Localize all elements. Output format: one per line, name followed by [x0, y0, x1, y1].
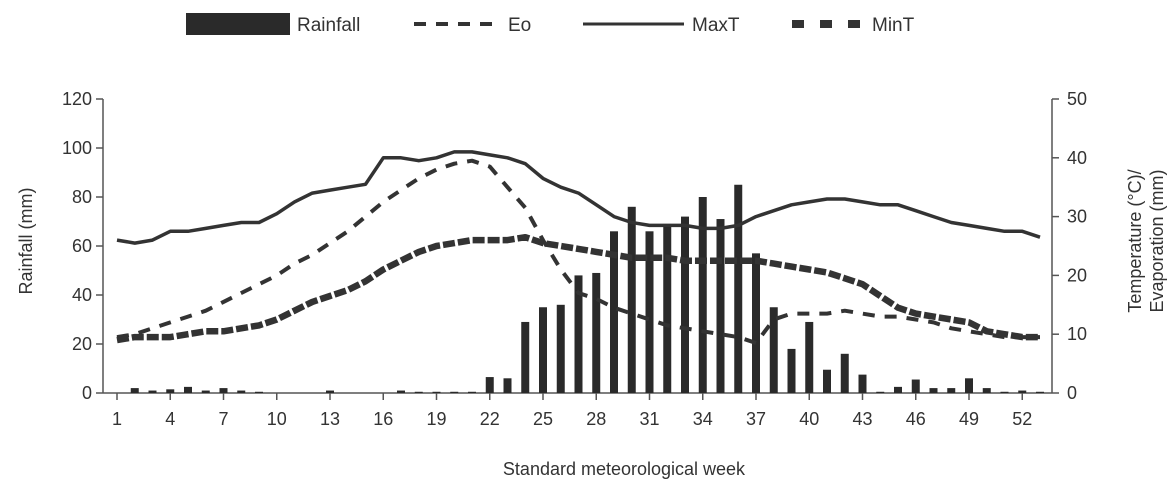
rainfall-bar [184, 386, 192, 393]
x-tick-label: 31 [639, 409, 659, 429]
right-axis-ticks: 0 10 20 30 40 50 [1052, 89, 1087, 403]
rainfall-bar [130, 388, 139, 393]
legend-label-mint: MinT [872, 15, 915, 36]
rainfall-bar [805, 321, 814, 393]
right-axis-title-line2: Evaporation (mm) [1147, 169, 1167, 312]
legend-swatch-rainfall [186, 13, 290, 35]
right-tick-label: 40 [1067, 148, 1087, 168]
x-tick-label: 43 [852, 409, 872, 429]
rainfall-bar [326, 390, 334, 393]
rainfall-bar [592, 272, 601, 393]
x-tick-label: 52 [1012, 409, 1032, 429]
rainfall-bar [965, 378, 973, 393]
rainfall-bar [823, 369, 831, 393]
rainfall-bar [503, 378, 512, 393]
x-tick-label: 22 [480, 409, 500, 429]
x-tick-label: 1 [112, 409, 122, 429]
x-tick-label: 25 [533, 409, 553, 429]
rainfall-bar [397, 390, 405, 393]
series-line-maxt [116, 150, 1041, 245]
rainfall-bar [1036, 391, 1044, 393]
rainfall-bar [663, 223, 672, 393]
left-tick-label: 0 [82, 383, 92, 403]
rainfall-bar [734, 184, 743, 393]
right-tick-label: 20 [1067, 265, 1087, 285]
series-line-mint [116, 233, 1040, 344]
left-tick-label: 100 [62, 138, 92, 158]
left-tick-label: 20 [72, 334, 92, 354]
rainfall-bar [752, 253, 760, 393]
rainfall-bar [698, 197, 707, 393]
right-tick-label: 10 [1067, 324, 1087, 344]
rainfall-bar [876, 391, 885, 393]
x-tick-label: 16 [373, 409, 393, 429]
x-tick-label: 4 [165, 409, 175, 429]
x-tick-label: 10 [267, 409, 287, 429]
rainfall-bar [681, 216, 689, 393]
rainfall-bar [840, 353, 849, 393]
rainfall-bar [716, 219, 725, 393]
x-tick-label: 46 [906, 409, 926, 429]
x-tick-label: 49 [959, 409, 979, 429]
x-tick-label: 34 [693, 409, 713, 429]
rainfall-bar [858, 374, 867, 393]
rainfall-bar [539, 307, 547, 393]
rainfall-bar [255, 391, 263, 393]
rainfall-bar [148, 390, 157, 393]
rainfall-bar [414, 391, 423, 393]
left-tick-label: 80 [72, 187, 92, 207]
left-axis-title: Rainfall (mm) [16, 187, 36, 294]
x-tick-label: 13 [320, 409, 340, 429]
x-tick-label: 37 [746, 409, 766, 429]
series-lines [116, 150, 1041, 345]
right-tick-label: 50 [1067, 89, 1087, 109]
rainfall-bar [450, 391, 459, 393]
x-tick-label: 40 [799, 409, 819, 429]
rainfall-bar [201, 390, 210, 393]
rainfall-bar [769, 307, 778, 393]
rainfall-bar [237, 390, 246, 393]
rainfall-bar [645, 231, 654, 393]
x-axis-ticks: 1 4 7 10 13 16 19 22 25 28 31 34 37 40 43 46 49 52 [112, 393, 1032, 429]
rainfall-bars [130, 184, 1044, 393]
rainfall-bar [556, 304, 565, 393]
left-tick-label: 120 [62, 89, 92, 109]
rainfall-bar [787, 348, 796, 393]
rainfall-bar [911, 379, 920, 393]
series-line-eo [116, 158, 1040, 345]
rainfall-bar [219, 388, 228, 393]
x-tick-label: 19 [426, 409, 446, 429]
left-axis-ticks: 0 20 40 60 80 100 120 [62, 89, 103, 403]
rainfall-bar [468, 391, 476, 393]
x-axis-title: Standard meteorological week [503, 459, 746, 479]
legend-label-rainfall: Rainfall [297, 15, 360, 36]
rainfall-bar [627, 206, 636, 393]
x-tick-label: 7 [218, 409, 228, 429]
rainfall-bar [574, 275, 583, 393]
legend-label-eo: Eo [508, 15, 531, 36]
rainfall-bar [485, 377, 494, 393]
right-tick-label: 0 [1067, 383, 1077, 403]
x-tick-label: 28 [586, 409, 606, 429]
left-tick-label: 60 [72, 236, 92, 256]
rainfall-bar [1018, 390, 1027, 393]
right-axis-title-line1: Temperature (°C)/ [1125, 169, 1145, 312]
legend: Rainfall Eo MaxT MinT [186, 13, 915, 36]
right-tick-label: 30 [1067, 207, 1087, 227]
legend-label-maxt: MaxT [692, 15, 740, 36]
rainfall-bar [947, 388, 956, 393]
rainfall-bar [929, 388, 938, 393]
rainfall-bar [982, 388, 991, 393]
rainfall-bar [432, 391, 441, 393]
left-tick-label: 40 [72, 285, 92, 305]
rainfall-bar [1000, 391, 1009, 393]
rainfall-bar [166, 389, 175, 393]
rainfall-bar [894, 386, 902, 393]
rainfall-bar [610, 231, 618, 393]
rainfall-bar [521, 321, 530, 393]
